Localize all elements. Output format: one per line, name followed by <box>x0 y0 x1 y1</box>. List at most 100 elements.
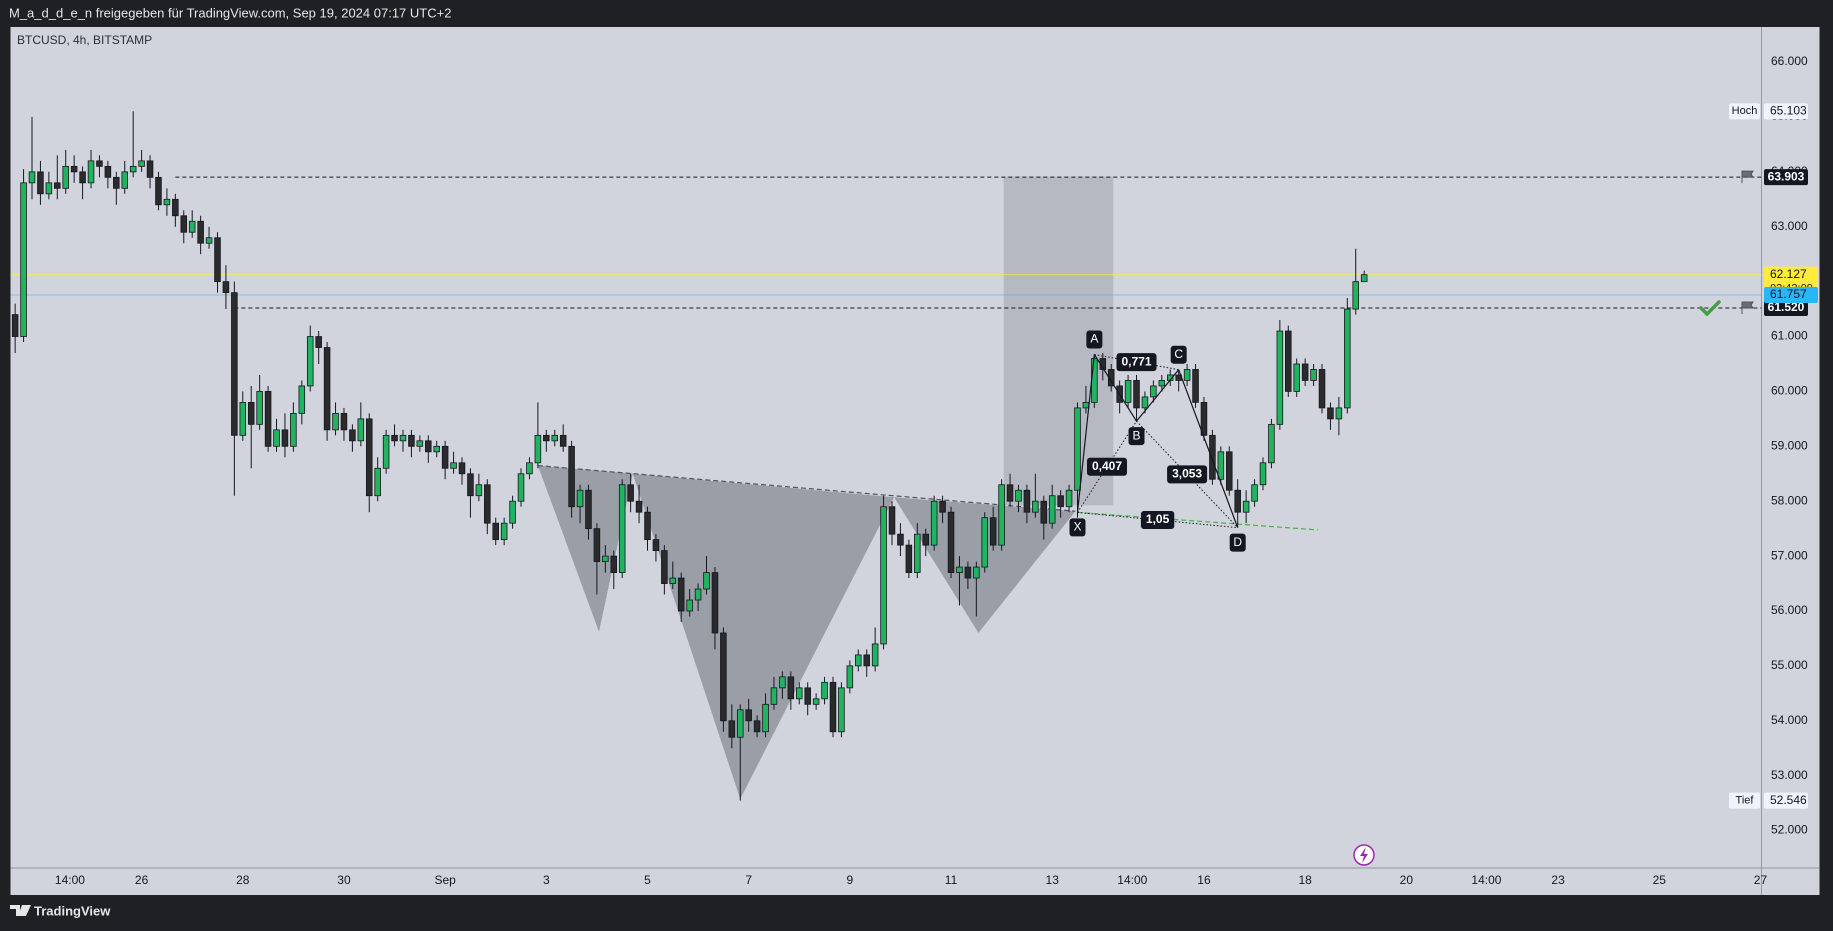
harmonic-point-box <box>1086 330 1103 349</box>
harmonic-ratio-box <box>1140 511 1175 530</box>
axes: 52.000 53.000 54.000 55.000 56.000 57.000 58.0… <box>55 54 1818 887</box>
candle-body <box>1183 369 1191 381</box>
candle-body <box>1276 330 1284 425</box>
candle-body <box>846 665 854 689</box>
y-tick-label: 52.000 <box>1771 823 1808 837</box>
extreme-value: 65.103 <box>1770 103 1807 117</box>
harmonic-point-box <box>1229 533 1246 552</box>
x-tick-label: 14:00 <box>55 873 85 887</box>
candle-body <box>1150 385 1157 398</box>
candle-body <box>871 643 879 667</box>
candle-body <box>526 462 533 475</box>
candle-body <box>11 314 19 337</box>
harmonic-ratio-label: 1,05 <box>1146 512 1170 526</box>
candle-body <box>332 412 339 431</box>
x-tick-label: 27 <box>1754 873 1768 887</box>
candle-body <box>677 577 685 612</box>
candle-body <box>264 391 272 447</box>
candle-body <box>838 687 845 733</box>
candle-body <box>163 198 171 206</box>
harmonic-ratio-box <box>1086 457 1128 476</box>
harmonic-point-label: C <box>1174 347 1183 361</box>
x-tick-label: 28 <box>236 873 250 887</box>
harmonic-point-label: B <box>1133 428 1141 442</box>
candle-body <box>37 171 44 195</box>
extreme-name: Tief <box>1736 794 1755 806</box>
candle-body <box>635 500 643 513</box>
candle-body <box>1293 363 1300 392</box>
candle-body <box>661 550 668 584</box>
extreme-value-box <box>1764 103 1808 120</box>
footer-logo <box>10 905 31 916</box>
candle-body <box>1318 369 1326 409</box>
y-tick-label: 59.000 <box>1771 438 1808 452</box>
harmonic-ratio-label: 0,771 <box>1122 354 1152 368</box>
candle-body <box>711 572 719 634</box>
candle-body <box>905 544 913 573</box>
candle-body <box>1091 358 1098 403</box>
y-tick-label: 57.000 <box>1771 548 1808 562</box>
extreme-name-box <box>1729 103 1760 120</box>
candle-body <box>543 434 550 442</box>
candle-body <box>804 687 811 705</box>
x-tick-label: 7 <box>745 873 752 887</box>
candle-body <box>1301 363 1309 381</box>
candle-body <box>686 599 693 612</box>
candle-body <box>922 533 929 546</box>
harmonic-leg <box>1178 369 1239 528</box>
x-tick-label: 23 <box>1551 873 1565 887</box>
candle-body <box>45 182 53 195</box>
harmonic-leg <box>1076 354 1095 513</box>
candle-body <box>1133 380 1140 409</box>
flag-icon <box>1741 301 1754 314</box>
candle-body <box>1192 369 1199 403</box>
candle-body <box>863 654 870 667</box>
x-tick-label: 11 <box>945 873 958 887</box>
candle-body <box>1251 484 1258 502</box>
y-tick-label: 63.000 <box>1771 219 1808 233</box>
candle-body <box>559 434 567 447</box>
candle-body <box>408 434 415 447</box>
candle-body <box>1141 396 1149 409</box>
harmonic-point-box <box>1170 345 1187 364</box>
harmonic-ratio-label: 0,407 <box>1092 459 1122 473</box>
candle-body <box>484 484 491 524</box>
candle-body <box>374 467 381 497</box>
harmonic-point-label: A <box>1090 332 1098 346</box>
candle-body <box>70 165 78 173</box>
x-tick-label: 14:00 <box>1471 873 1501 887</box>
check-icon <box>1699 300 1721 317</box>
candle-body <box>973 566 980 579</box>
pattern-triangle <box>537 465 633 632</box>
candle-body <box>399 434 407 442</box>
candle-body <box>121 171 129 189</box>
candle-body <box>205 237 213 244</box>
candle-body <box>155 176 162 206</box>
extreme-name: Hoch <box>1732 105 1758 117</box>
x-tick-label: 13 <box>1046 873 1060 887</box>
harmonic-ratio-line <box>1077 511 1238 529</box>
header-text: M_a_d_d_e_n freigegeben für TradingView.… <box>9 5 451 20</box>
candle-body <box>753 720 761 733</box>
candle-body <box>247 402 255 425</box>
x-tick-label: 18 <box>1298 873 1312 887</box>
y-tick-label: 55.000 <box>1771 658 1808 672</box>
candle-body <box>652 539 660 552</box>
candle-body <box>829 681 837 733</box>
candle-body <box>104 165 112 178</box>
price-tag <box>1764 169 1808 186</box>
candle-body <box>79 171 86 184</box>
price-tag-label: 61.520 <box>1768 300 1805 314</box>
candle-body <box>315 336 322 348</box>
candle-body <box>770 687 778 705</box>
candle-body <box>745 709 752 722</box>
candle-body <box>96 160 103 167</box>
harmonic-ratio-label: 3,053 <box>1172 467 1202 481</box>
y-tick-label: 56.000 <box>1771 603 1808 617</box>
candle-body <box>1360 274 1368 283</box>
candle-body <box>618 484 626 573</box>
harmonic-point-box <box>1069 518 1086 537</box>
harmonic-ratio-line <box>1077 420 1137 513</box>
